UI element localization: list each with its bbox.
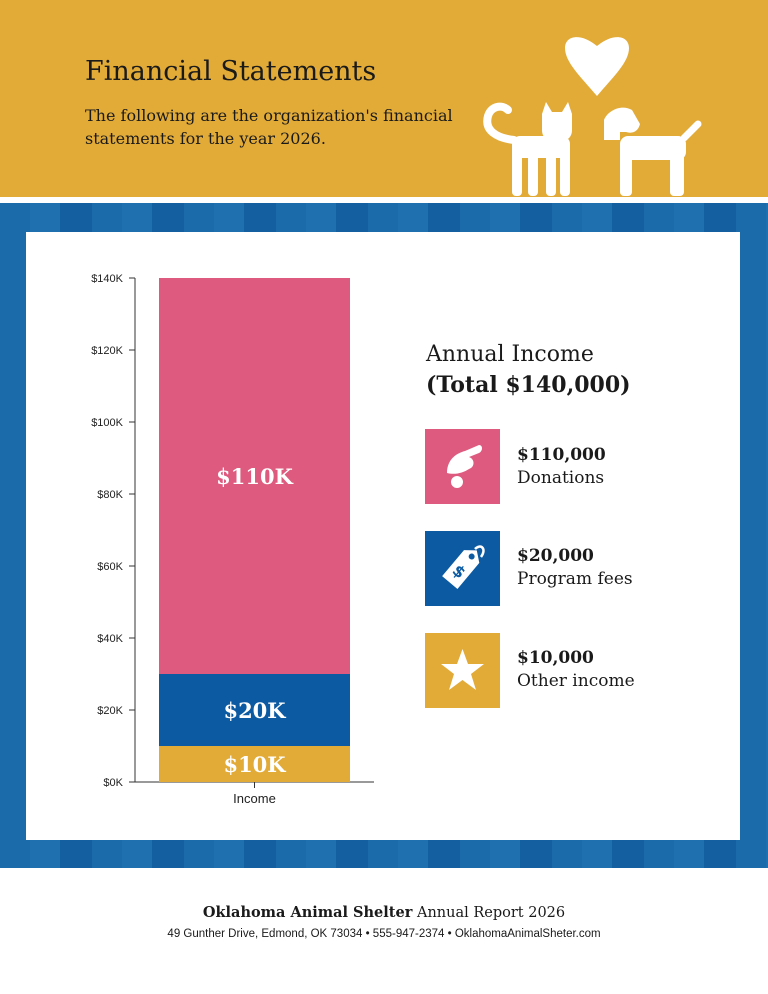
bar-segment-other-income: [159, 746, 350, 782]
bar-segment-program-fees: [159, 674, 350, 746]
bar-data-label: $10K: [223, 752, 286, 777]
header: Financial Statements The following are t…: [0, 0, 768, 197]
star-icon: [441, 649, 484, 690]
footer-report: Annual Report 2026: [416, 905, 566, 921]
program-fees-swatch: $: [425, 531, 500, 606]
y-tick-label: $0K: [103, 777, 123, 789]
chart-card: $0K $20K $40K $60K $80K $100K $120K $140K $10K $2…: [26, 232, 740, 840]
y-tick-label: $60K: [97, 561, 123, 573]
cat-dog-heart-icon: [483, 37, 702, 196]
legend-amount: $20,000: [517, 546, 594, 566]
bar-data-label: $110K: [216, 464, 293, 489]
legend-label: Program fees: [517, 569, 633, 589]
donations-swatch: [425, 429, 500, 504]
legend-total: (Total $140,000): [426, 372, 631, 398]
page-subtitle: The following are the organization's fin…: [85, 106, 453, 148]
bar-data-label: $20K: [223, 698, 286, 723]
x-tick-label: Income: [233, 791, 276, 806]
footer-title: Oklahoma Animal Shelter Annual Report 20…: [0, 904, 768, 921]
legend-amount: $110,000: [517, 445, 606, 465]
footer-org: Oklahoma Animal Shelter: [202, 904, 413, 921]
legend-amount: $10,000: [517, 648, 594, 668]
y-tick-label: $100K: [91, 417, 123, 429]
hand-coin-icon: [447, 445, 482, 490]
y-tick-label: $40K: [97, 633, 123, 645]
legend-item-donations: $110,000 Donations: [517, 444, 606, 490]
y-tick-label: $80K: [97, 489, 123, 501]
y-tick-label: $120K: [91, 345, 123, 357]
y-tick-label: $20K: [97, 705, 123, 717]
legend-title: Annual Income (Total $140,000): [426, 340, 631, 400]
legend-item-program-fees: $20,000 Program fees: [517, 545, 633, 591]
other-income-swatch: [425, 633, 500, 708]
y-tick-label: $140K: [91, 273, 123, 285]
legend-heading: Annual Income: [426, 342, 594, 367]
legend-item-other-income: $10,000 Other income: [517, 647, 635, 693]
page-title: Financial Statements: [85, 56, 377, 87]
price-tag-icon: $: [442, 545, 485, 589]
footer-contact: 49 Gunther Drive, Edmond, OK 73034 • 555…: [167, 928, 601, 940]
bar-segment-donations: [159, 278, 350, 674]
legend-label: Donations: [517, 468, 605, 488]
stacked-bar-chart: $0K $20K $40K $60K $80K $100K $120K $140K $10K $2…: [91, 273, 374, 806]
legend-label: Other income: [517, 671, 635, 691]
